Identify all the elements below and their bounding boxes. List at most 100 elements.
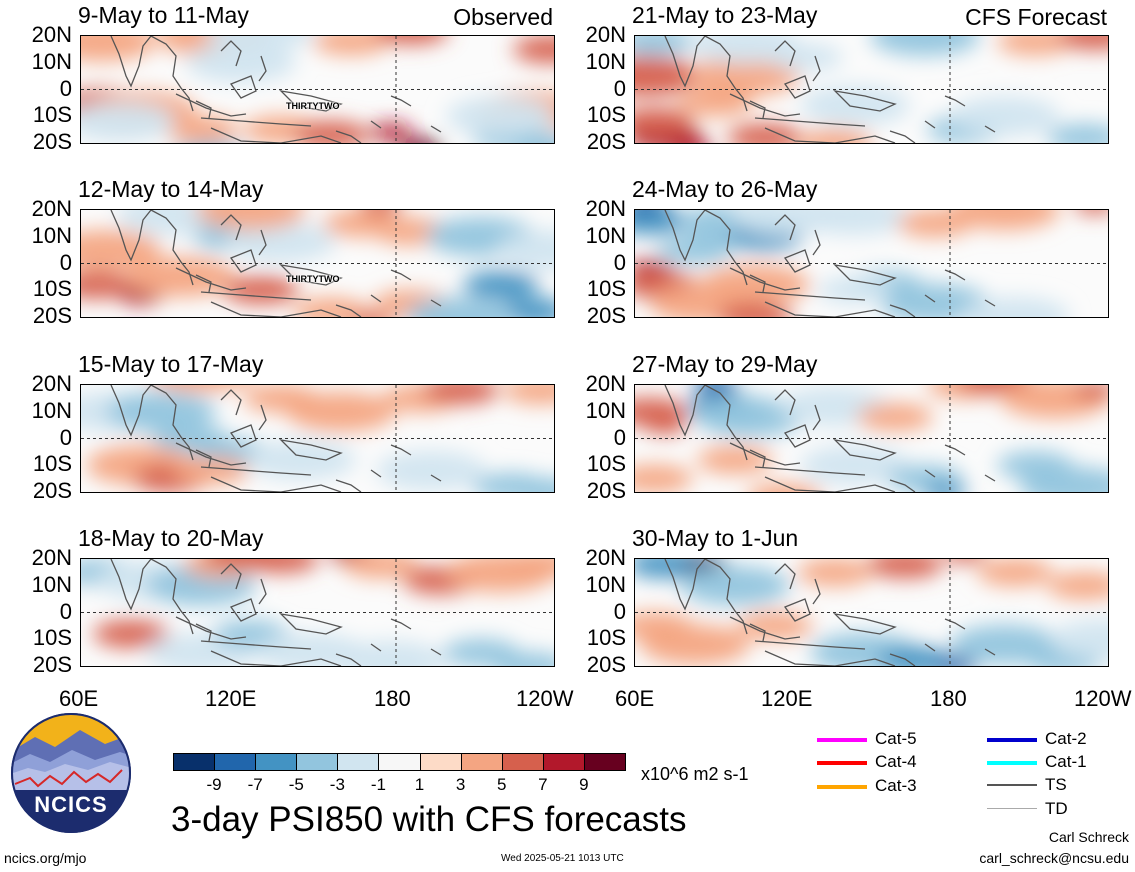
coastline [110, 210, 152, 262]
coastline [984, 474, 996, 482]
legend-label-cat-1: Cat-1 [1045, 752, 1087, 771]
lat-label: 10S [32, 102, 72, 128]
coastline [370, 294, 382, 303]
coastline [200, 117, 312, 127]
coastlines [664, 385, 996, 492]
coastline [764, 301, 896, 317]
legend-line-cat-2 [987, 738, 1037, 742]
coastline [774, 563, 796, 590]
psi-anomaly-blob [375, 36, 447, 45]
psi-anomaly-blob [493, 652, 554, 666]
psi-anomaly-blob [635, 107, 693, 136]
psi-anomaly-blob [163, 115, 239, 143]
panel-title: 12-May to 14-May [78, 176, 264, 202]
lon-label-120w-left: 120W [516, 686, 574, 711]
footer-timestamp: Wed 2025-05-21 1013 UTC [501, 853, 624, 864]
coastline [729, 616, 801, 640]
psi-anomaly-blob [857, 403, 933, 432]
lat-label: 20N [31, 371, 72, 396]
psi-anomaly-blob [343, 559, 419, 579]
lat-label: 20N [585, 22, 626, 47]
coastline [175, 93, 247, 117]
coastline [729, 93, 801, 117]
lat-label: 20S [586, 652, 626, 677]
coastline [220, 40, 242, 67]
lat-label: 20N [585, 371, 626, 396]
lon-label-120e-right: 120E [761, 686, 813, 711]
coastline [764, 650, 896, 666]
colorbar-tick-label: 5 [496, 775, 507, 794]
colorbar-tick-label: 9 [579, 775, 589, 794]
psi-anomaly-blob [800, 85, 910, 126]
legend-label-cat-4: Cat-4 [875, 752, 917, 771]
psi-anomaly-blob [800, 210, 910, 236]
lat-label: 10N [585, 571, 626, 597]
legend-line-td [987, 808, 1037, 809]
lat-label: 0 [59, 598, 72, 624]
coastline [812, 229, 821, 256]
lat-label: 20N [585, 196, 626, 221]
panel-title: 9-May to 11-May [78, 2, 249, 28]
psi-anomaly-blob [817, 276, 893, 305]
panel-title: 21-May to 23-May [632, 2, 818, 28]
colorbar-swatch [583, 753, 626, 771]
coastline [150, 385, 194, 461]
colorbar-swatch [378, 753, 421, 771]
coastline [924, 120, 936, 129]
coastline [833, 90, 897, 112]
lon-label-60e-left: 60E [59, 686, 99, 711]
coastline [390, 269, 412, 281]
coastline [664, 210, 706, 262]
lat-label: 20S [32, 478, 72, 503]
colorbar-swatch [173, 753, 216, 771]
psi850-map [634, 209, 1109, 318]
psi-anomaly-blob [199, 142, 223, 143]
coastline [812, 578, 821, 605]
coastlines [110, 559, 442, 666]
psi-anomaly-blob [243, 559, 319, 573]
psi-anomaly-blob [106, 391, 216, 432]
psi-anomaly-blob [727, 123, 803, 143]
coastline [150, 559, 194, 635]
psi850-map: THIRTYTWO [80, 209, 555, 318]
lat-label: 10S [32, 276, 72, 302]
coastline [195, 274, 212, 293]
coastline [210, 127, 342, 143]
legend-line-cat-3 [817, 785, 867, 789]
legend-line-cat-1 [987, 761, 1037, 765]
psi850-map [80, 558, 555, 667]
coastline [279, 613, 343, 635]
coastline [704, 559, 748, 635]
main-title: 3-day PSI850 with CFS forecasts [171, 800, 687, 839]
psi-anomaly-blob [186, 42, 296, 83]
psi-anomaly-blob [196, 210, 306, 230]
coastline [664, 385, 706, 437]
psi-anomaly-blob [93, 619, 169, 648]
psi-anomaly-blob [697, 445, 773, 474]
colorbar-tick-label: -7 [247, 775, 263, 794]
coastline [195, 623, 212, 642]
footer-url: ncics.org/mjo [4, 850, 87, 866]
lat-label: 10N [31, 571, 72, 597]
coastline [258, 404, 267, 431]
coastline [774, 214, 796, 241]
coastline [279, 90, 343, 112]
coastline [150, 36, 194, 112]
psi-anomaly-blob [81, 270, 134, 299]
coastline [944, 444, 966, 456]
colorbar-tick-label: 3 [455, 775, 466, 794]
psi-anomaly-blob [81, 101, 176, 142]
psi-anomaly-blob [690, 56, 800, 97]
coastline [754, 117, 866, 127]
colorbar-swatch [501, 753, 544, 771]
psi-anomaly-blob [1020, 466, 1108, 492]
storm-label: THIRTYTWO [286, 274, 340, 284]
panel-title: 18-May to 20-May [78, 525, 264, 551]
lat-label: 20S [32, 129, 72, 154]
psi-anomaly-blob [640, 624, 750, 665]
colorbar-swatch [419, 753, 462, 771]
psi-anomaly-blob [126, 256, 236, 297]
panel-title: 24-May to 26-May [632, 176, 818, 202]
psi-anomaly-blob [116, 210, 226, 236]
psi-anomaly-blob [463, 270, 539, 299]
